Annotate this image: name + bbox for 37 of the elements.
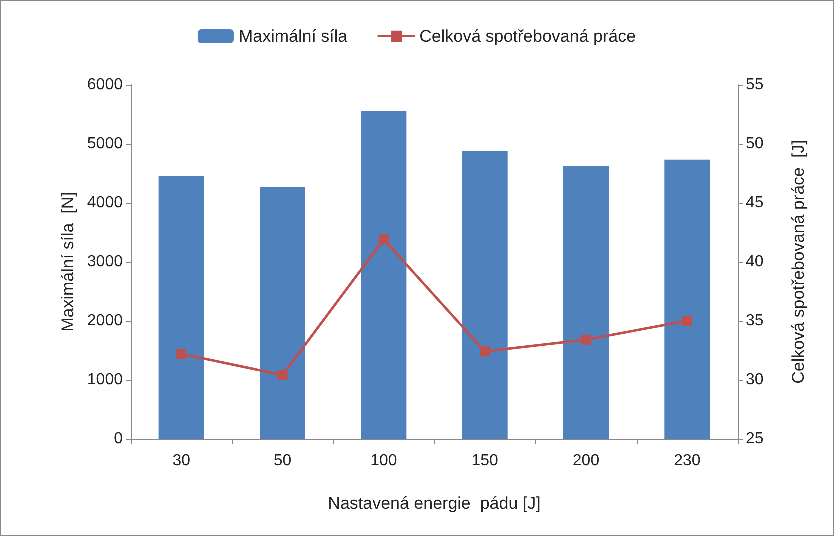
legend-label: Maximální síla — [238, 27, 348, 46]
y2-axis-title: Celková spotřebovaná práce [J] — [789, 140, 808, 384]
y2-tick-label: 35 — [746, 312, 764, 330]
y2-tick-label: 30 — [746, 372, 764, 388]
bar — [462, 151, 508, 439]
point — [682, 316, 692, 326]
y-tick-label: 5000 — [87, 136, 124, 152]
point — [480, 346, 490, 357]
x-tick-label: 100 — [370, 452, 398, 470]
point — [278, 370, 288, 380]
point — [581, 334, 592, 345]
x-tick-label: 200 — [572, 452, 600, 470]
y2-tick-label: 25 — [746, 430, 764, 448]
y-tick-label: 6000 — [87, 76, 124, 94]
y-axis-title: Maximální síla [N] — [58, 192, 78, 332]
bar — [158, 176, 204, 439]
y-tick-label: 3000 — [87, 254, 124, 270]
x-tick-label: 150 — [472, 452, 499, 470]
y-tick-label: 2000 — [87, 312, 124, 330]
x-axis-title: Nastavená energie pádu [J] — [328, 494, 541, 513]
y2-tick-label: 45 — [746, 194, 764, 212]
bar — [563, 166, 610, 439]
x-tick-label: 50 — [274, 452, 292, 470]
y2-tick-label: 55 — [746, 76, 764, 94]
y2-tick-label: 50 — [746, 136, 764, 152]
x-tick-label: 230 — [674, 452, 701, 470]
point — [378, 234, 389, 245]
y-tick-label: 1000 — [87, 372, 124, 388]
y2-tick-label: 40 — [746, 254, 764, 270]
bar — [260, 187, 306, 439]
y-tick-label: 4000 — [87, 194, 124, 212]
y-tick-label: 0 — [114, 430, 124, 448]
point — [176, 349, 187, 360]
bar — [361, 110, 407, 439]
x-tick-label: 30 — [172, 452, 191, 470]
legend-label: Celková spotřebovaná práce — [420, 27, 636, 46]
bar — [664, 160, 710, 439]
